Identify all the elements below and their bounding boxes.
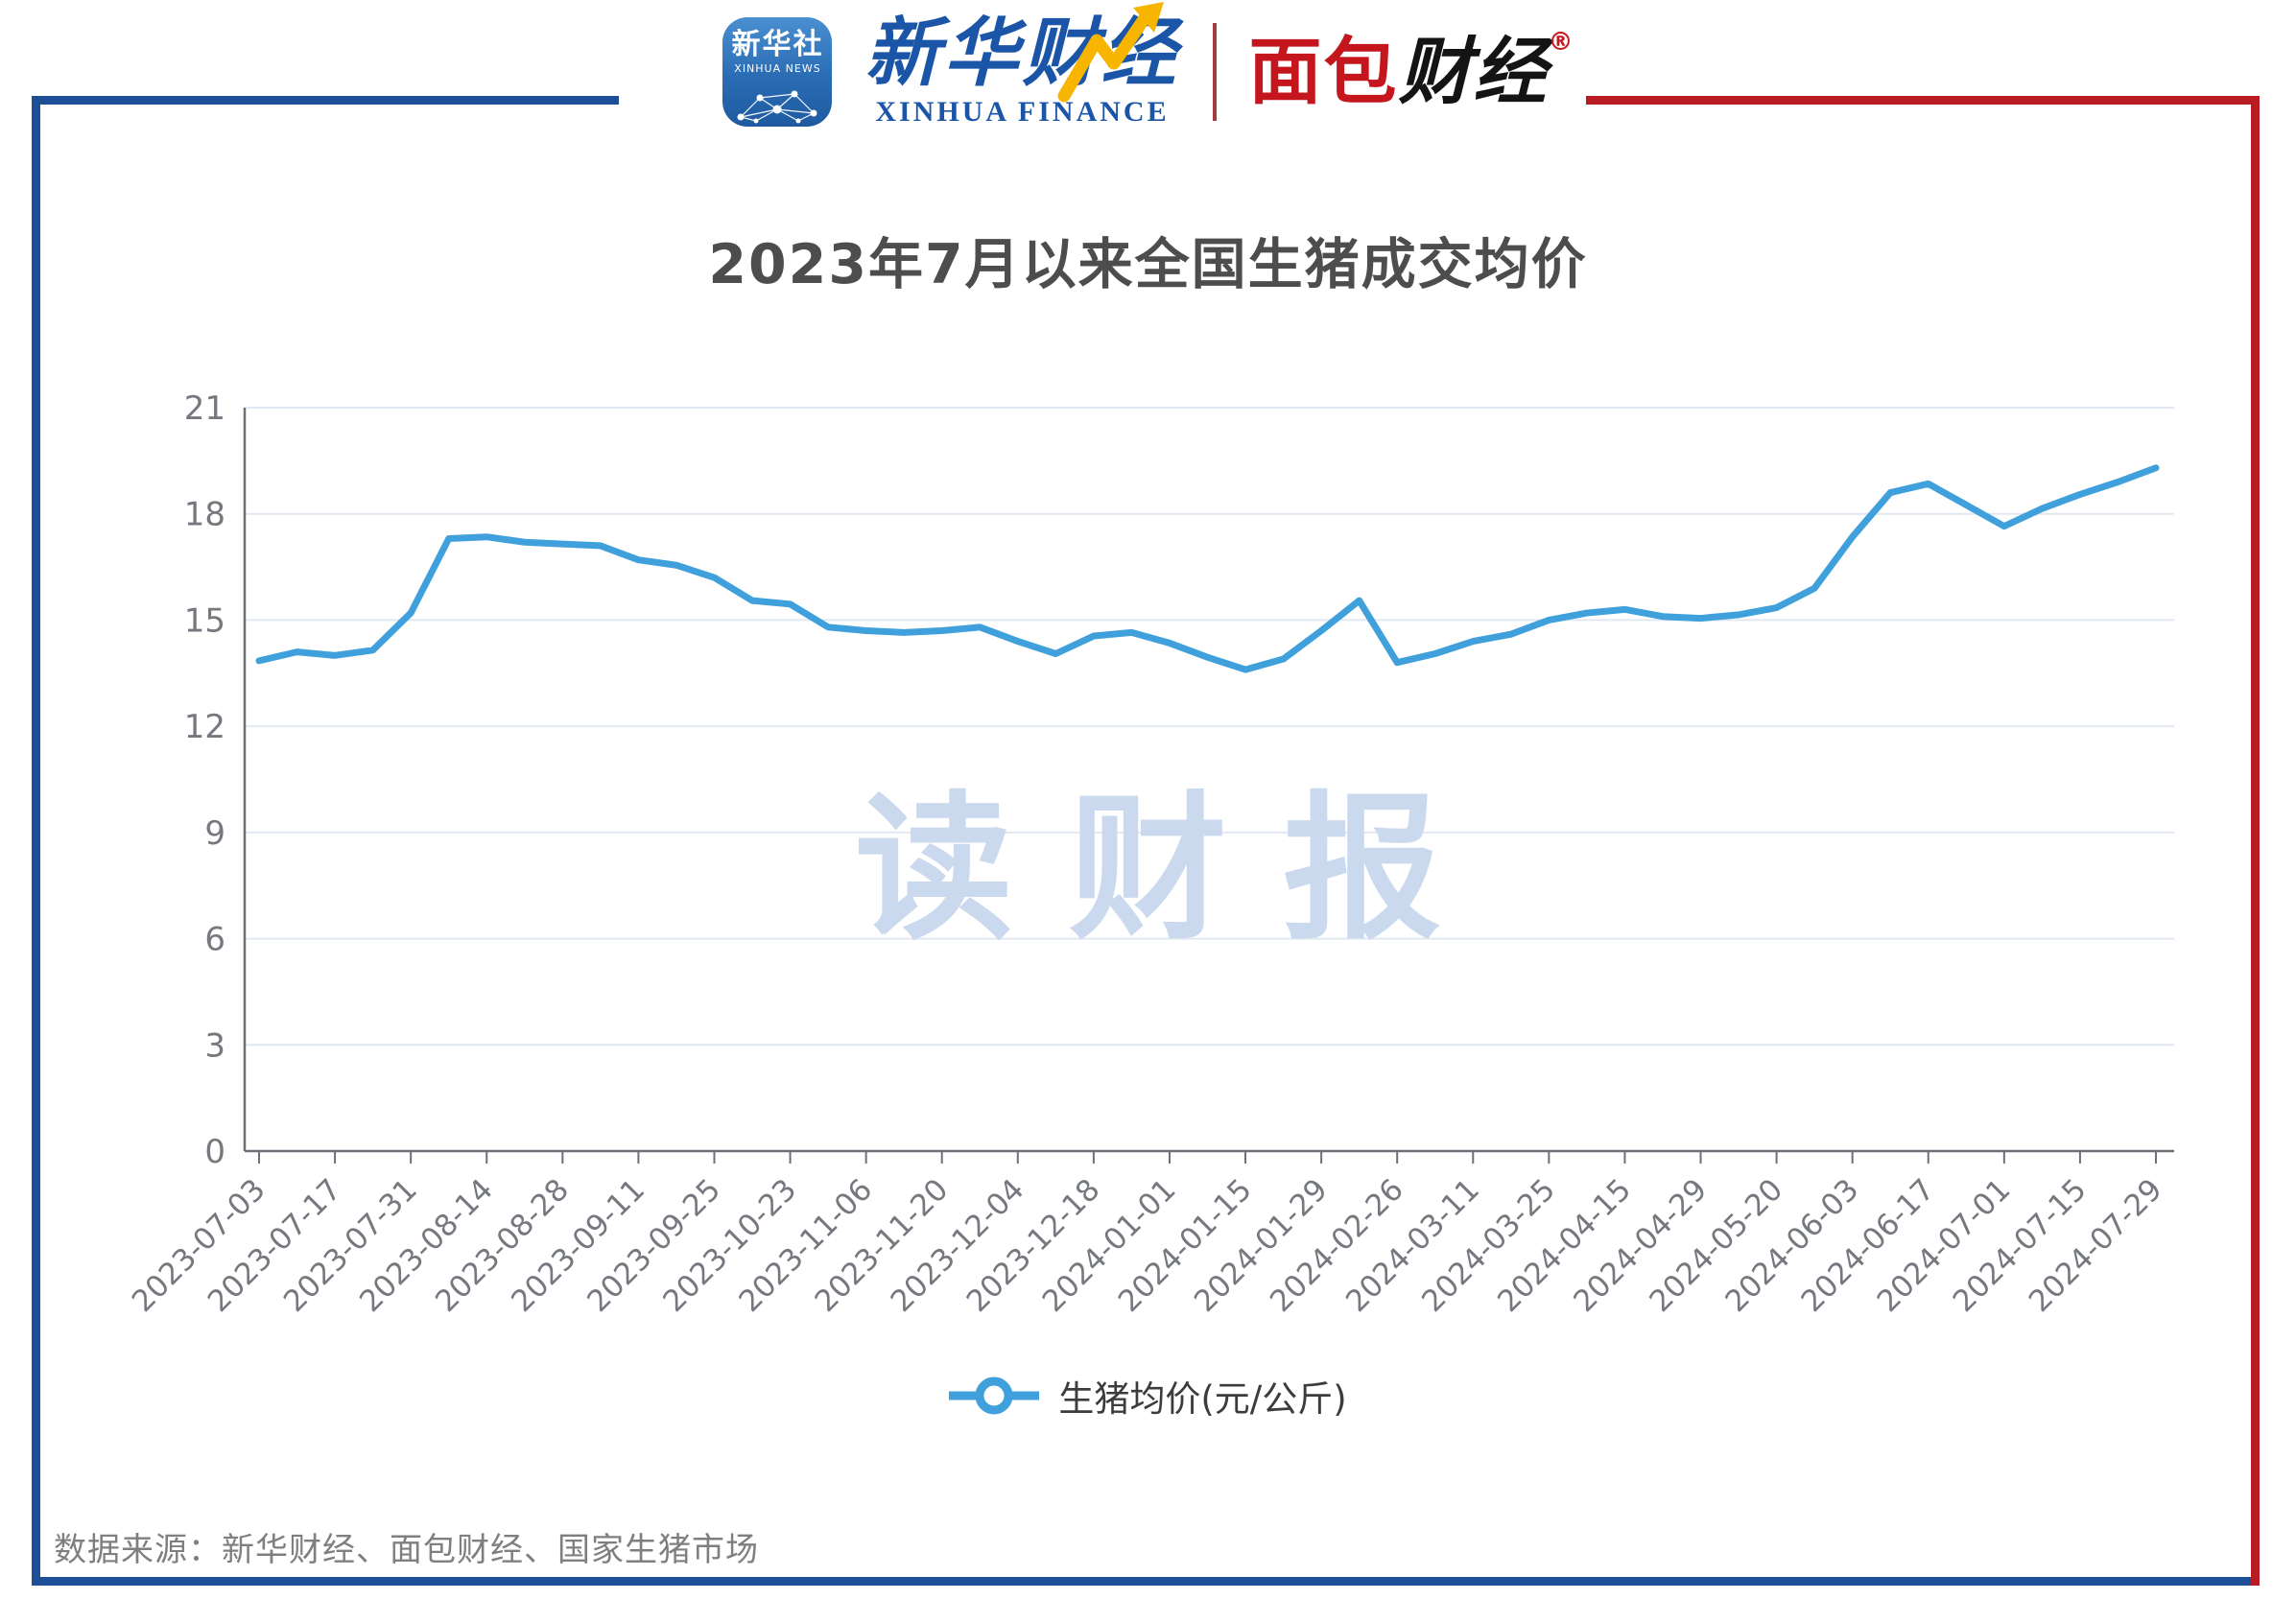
y-tick-label: 6 — [204, 921, 225, 959]
y-tick-label: 0 — [204, 1133, 225, 1171]
header-divider — [1212, 22, 1217, 121]
xinhua-icon-cn-label: 新华社 — [731, 27, 824, 61]
watermark: 读财报 — [855, 777, 1497, 961]
y-tick-label: 21 — [184, 389, 225, 428]
frame-border-bottom — [32, 1577, 2260, 1586]
chart-title: 2023年7月以来全国生猪成交均价 — [708, 233, 1588, 296]
xinhua-news-app-icon: 新华社 XINHUA NEWS — [722, 16, 833, 127]
xinhua-icon-en-label: XINHUA NEWS — [734, 61, 821, 75]
data-source-note: 数据来源：新华财经、面包财经、国家生猪市场 — [54, 1531, 759, 1569]
network-graphic-icon — [737, 90, 817, 124]
x-tick-label: 2024-07-29 — [2023, 1172, 2169, 1319]
registered-trademark-icon: ® — [1548, 27, 1574, 57]
y-tick-label: 12 — [184, 708, 225, 746]
header: 新华社 XINHUA NEWS 新 — [0, 2, 2296, 129]
y-tick-label: 3 — [204, 1026, 225, 1065]
y-tick-label: 18 — [184, 496, 225, 534]
price-line — [255, 464, 2160, 673]
legend-line-marker-icon — [949, 1376, 1040, 1415]
frame-border-right — [2251, 96, 2260, 1586]
frame-border-top-left — [32, 96, 619, 105]
frame-border-left — [32, 96, 40, 1586]
mianbao-logo-red-text: 面包 — [1248, 28, 1399, 114]
mianbao-finance-logo: 面包 财经 ® — [1248, 28, 1574, 114]
legend-label: 生猪均价(元/公斤) — [1058, 1378, 1347, 1420]
frame-border-top-right — [1586, 96, 2260, 105]
xinhua-finance-logo: 新华财经 XINHUA FINANCE — [864, 2, 1179, 129]
y-tick-label: 9 — [204, 814, 225, 853]
chart-legend: 生猪均价(元/公斤) — [0, 1370, 2296, 1422]
y-tick-label: 15 — [184, 601, 225, 640]
mianbao-logo-black-text: 财经 — [1398, 28, 1549, 114]
